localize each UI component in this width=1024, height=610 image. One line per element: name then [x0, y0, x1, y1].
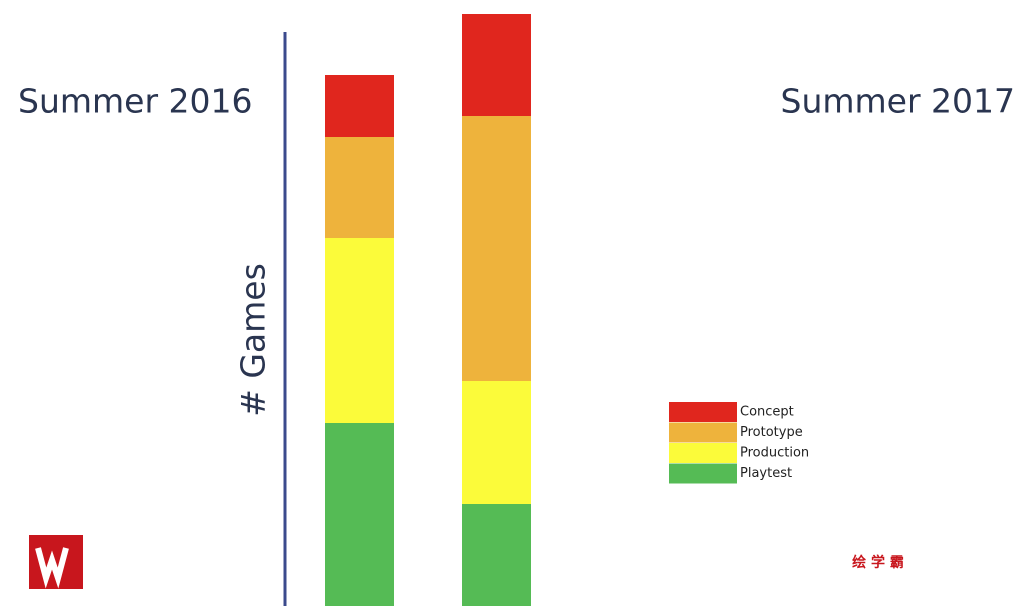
legend-swatch: [669, 402, 737, 422]
logo: [29, 535, 83, 589]
bar-segment: [325, 238, 394, 423]
bar-segment: [462, 504, 531, 606]
legend-label: Prototype: [740, 425, 803, 440]
category-label: Summer 2016: [18, 82, 253, 121]
y-axis-label: # Games: [234, 263, 273, 417]
legend-label: Concept: [740, 405, 794, 420]
watermark: 绘 学 霸: [852, 554, 904, 571]
legend-label: Production: [740, 446, 809, 461]
category-label: Summer 2017: [781, 82, 1016, 121]
bar-segment: [325, 137, 394, 238]
bar-segment: [462, 116, 531, 381]
bar-segment: [325, 75, 394, 137]
bar-segment: [462, 14, 531, 116]
legend-swatch: [669, 463, 737, 484]
legend-swatch: [669, 422, 737, 443]
bar-segment: [325, 423, 394, 606]
legend-swatch: [669, 443, 737, 463]
legend-label: Playtest: [740, 466, 792, 481]
bar-segment: [462, 381, 531, 504]
